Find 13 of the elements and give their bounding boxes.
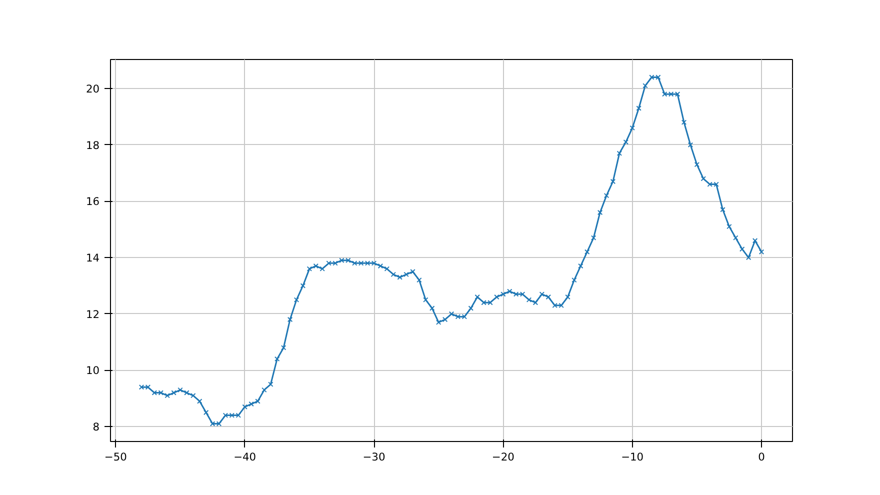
y-tick-label: 16 (86, 195, 100, 208)
y-tick-label: 12 (86, 308, 100, 321)
x-tick-label: −50 (104, 450, 128, 464)
x-tick-label: 0 (758, 450, 766, 464)
x-tick-label: −30 (362, 450, 386, 464)
y-tick-label: 14 (86, 252, 100, 265)
y-tick-label: 18 (86, 138, 100, 152)
y-tick-label: 20 (86, 82, 100, 96)
y-tick-label: 10 (86, 364, 100, 378)
x-tick-label: −40 (234, 450, 256, 464)
y-tick-label: 8 (92, 420, 100, 434)
x-tick-label: −10 (621, 450, 644, 464)
x-tick-label: −20 (492, 450, 515, 464)
